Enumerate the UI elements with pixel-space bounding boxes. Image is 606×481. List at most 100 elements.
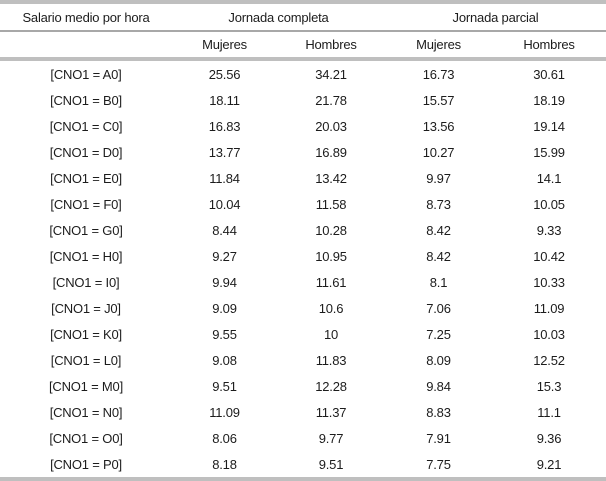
table-row: [CNO1 = H0] 9.27 10.95 8.42 10.42 bbox=[0, 243, 606, 269]
row-label: [CNO1 = E0] bbox=[50, 170, 122, 186]
value-cell: 11.1 bbox=[537, 404, 561, 420]
value-cell: 16.89 bbox=[315, 144, 347, 160]
value-cell: 9.21 bbox=[536, 456, 562, 472]
table-row: [CNO1 = P0] 8.18 9.51 7.75 9.21 bbox=[0, 451, 606, 477]
value-cell: 21.78 bbox=[315, 92, 347, 108]
table-row: [CNO1 = C0] 16.83 20.03 13.56 19.14 bbox=[0, 113, 606, 139]
column-group-header-row: Salario medio por hora Jornada completa … bbox=[0, 4, 606, 30]
column-header-parcial-mujeres: Mujeres bbox=[416, 37, 461, 52]
value-cell: 11.83 bbox=[315, 352, 347, 368]
value-cell: 15.57 bbox=[422, 92, 455, 108]
value-cell: 8.18 bbox=[212, 456, 237, 472]
row-label: [CNO1 = N0] bbox=[49, 404, 123, 420]
value-cell: 8.73 bbox=[426, 196, 451, 212]
row-label: [CNO1 = F0] bbox=[50, 196, 122, 212]
value-cell: 10.27 bbox=[422, 144, 455, 160]
value-cell: 7.06 bbox=[426, 300, 451, 316]
value-cell: 11.09 bbox=[533, 300, 565, 316]
value-cell: 10.6 bbox=[318, 300, 344, 316]
table-row: [CNO1 = F0] 10.04 11.58 8.73 10.05 bbox=[0, 191, 606, 217]
value-cell: 18.11 bbox=[209, 92, 240, 108]
value-cell: 9.94 bbox=[212, 274, 237, 290]
value-cell: 10.28 bbox=[315, 222, 347, 238]
table-row: [CNO1 = N0] 11.09 11.37 8.83 11.1 bbox=[0, 399, 606, 425]
value-cell: 7.25 bbox=[426, 326, 451, 342]
value-cell: 13.42 bbox=[315, 170, 347, 186]
value-cell: 11.58 bbox=[315, 196, 347, 212]
header-body-divider-rule bbox=[0, 57, 606, 61]
value-cell: 8.42 bbox=[426, 248, 451, 264]
table-row: [CNO1 = G0] 8.44 10.28 8.42 9.33 bbox=[0, 217, 606, 243]
value-cell: 9.09 bbox=[212, 300, 237, 316]
row-label: [CNO1 = P0] bbox=[50, 456, 122, 472]
value-cell: 11.09 bbox=[209, 404, 240, 420]
value-cell: 7.91 bbox=[426, 430, 451, 446]
value-cell: 15.99 bbox=[533, 144, 565, 160]
row-label: [CNO1 = L0] bbox=[50, 352, 122, 368]
table-row: [CNO1 = A0] 25.56 34.21 16.73 30.61 bbox=[0, 61, 606, 87]
value-cell: 9.84 bbox=[426, 378, 451, 394]
table-row: [CNO1 = K0] 9.55 10 7.25 10.03 bbox=[0, 321, 606, 347]
value-cell: 9.27 bbox=[212, 248, 237, 264]
value-cell: 9.33 bbox=[536, 222, 562, 238]
value-cell: 14.1 bbox=[536, 170, 562, 186]
table-row: [CNO1 = B0] 18.11 21.78 15.57 18.19 bbox=[0, 87, 606, 113]
row-label: [CNO1 = O0] bbox=[49, 430, 123, 446]
value-cell: 7.75 bbox=[426, 456, 451, 472]
sub-header-row: Mujeres Hombres Mujeres Hombres bbox=[0, 32, 606, 57]
row-label: [CNO1 = B0] bbox=[50, 92, 122, 108]
column-header-completa-mujeres: Mujeres bbox=[202, 37, 247, 52]
value-cell: 8.42 bbox=[426, 222, 451, 238]
table-row: [CNO1 = I0] 9.94 11.61 8.1 10.33 bbox=[0, 269, 606, 295]
value-cell: 34.21 bbox=[315, 66, 347, 82]
value-cell: 12.52 bbox=[533, 352, 565, 368]
value-cell: 16.83 bbox=[208, 118, 241, 134]
value-cell: 9.51 bbox=[212, 378, 237, 394]
value-cell: 10 bbox=[323, 326, 339, 342]
value-cell: 10.03 bbox=[533, 326, 565, 342]
value-cell: 15.3 bbox=[536, 378, 562, 394]
table-row: [CNO1 = O0] 8.06 9.77 7.91 9.36 bbox=[0, 425, 606, 451]
value-cell: 25.56 bbox=[208, 66, 241, 82]
column-header-parcial-hombres: Hombres bbox=[523, 37, 575, 52]
row-label: [CNO1 = M0] bbox=[48, 378, 124, 394]
value-cell: 13.77 bbox=[208, 144, 241, 160]
value-cell: 11.61 bbox=[315, 274, 347, 290]
row-label: [CNO1 = G0] bbox=[49, 222, 123, 238]
value-cell: 9.36 bbox=[536, 430, 562, 446]
row-label: [CNO1 = A0] bbox=[50, 66, 122, 82]
table-row: [CNO1 = D0] 13.77 16.89 10.27 15.99 bbox=[0, 139, 606, 165]
row-label: [CNO1 = I0] bbox=[52, 274, 120, 290]
value-cell: 11.37 bbox=[315, 404, 347, 420]
value-cell: 8.06 bbox=[212, 430, 237, 446]
value-cell: 10.42 bbox=[533, 248, 565, 264]
column-group-jornada-completa: Jornada completa bbox=[228, 9, 329, 25]
value-cell: 8.83 bbox=[426, 404, 451, 420]
value-cell: 13.56 bbox=[422, 118, 455, 134]
value-cell: 8.1 bbox=[429, 274, 448, 290]
value-cell: 20.03 bbox=[315, 118, 347, 134]
row-label: [CNO1 = J0] bbox=[51, 300, 121, 316]
value-cell: 12.28 bbox=[315, 378, 347, 394]
value-cell: 9.08 bbox=[212, 352, 237, 368]
value-cell: 9.97 bbox=[426, 170, 451, 186]
value-cell: 8.44 bbox=[212, 222, 237, 238]
value-cell: 9.55 bbox=[212, 326, 237, 342]
value-cell: 9.77 bbox=[318, 430, 344, 446]
value-cell: 10.04 bbox=[208, 196, 241, 212]
value-cell: 10.95 bbox=[315, 248, 347, 264]
table-title: Salario medio por hora bbox=[22, 9, 150, 25]
value-cell: 8.09 bbox=[426, 352, 451, 368]
row-label: [CNO1 = H0] bbox=[49, 248, 123, 264]
value-cell: 9.51 bbox=[318, 456, 344, 472]
row-label: [CNO1 = C0] bbox=[49, 118, 123, 134]
table-row: [CNO1 = L0] 9.08 11.83 8.09 12.52 bbox=[0, 347, 606, 373]
header-divider-rule bbox=[0, 30, 606, 32]
table-row: [CNO1 = M0] 9.51 12.28 9.84 15.3 bbox=[0, 373, 606, 399]
row-label: [CNO1 = K0] bbox=[50, 326, 122, 342]
value-cell: 30.61 bbox=[533, 66, 565, 82]
value-cell: 18.19 bbox=[533, 92, 565, 108]
table-row: [CNO1 = J0] 9.09 10.6 7.06 11.09 bbox=[0, 295, 606, 321]
value-cell: 16.73 bbox=[422, 66, 455, 82]
